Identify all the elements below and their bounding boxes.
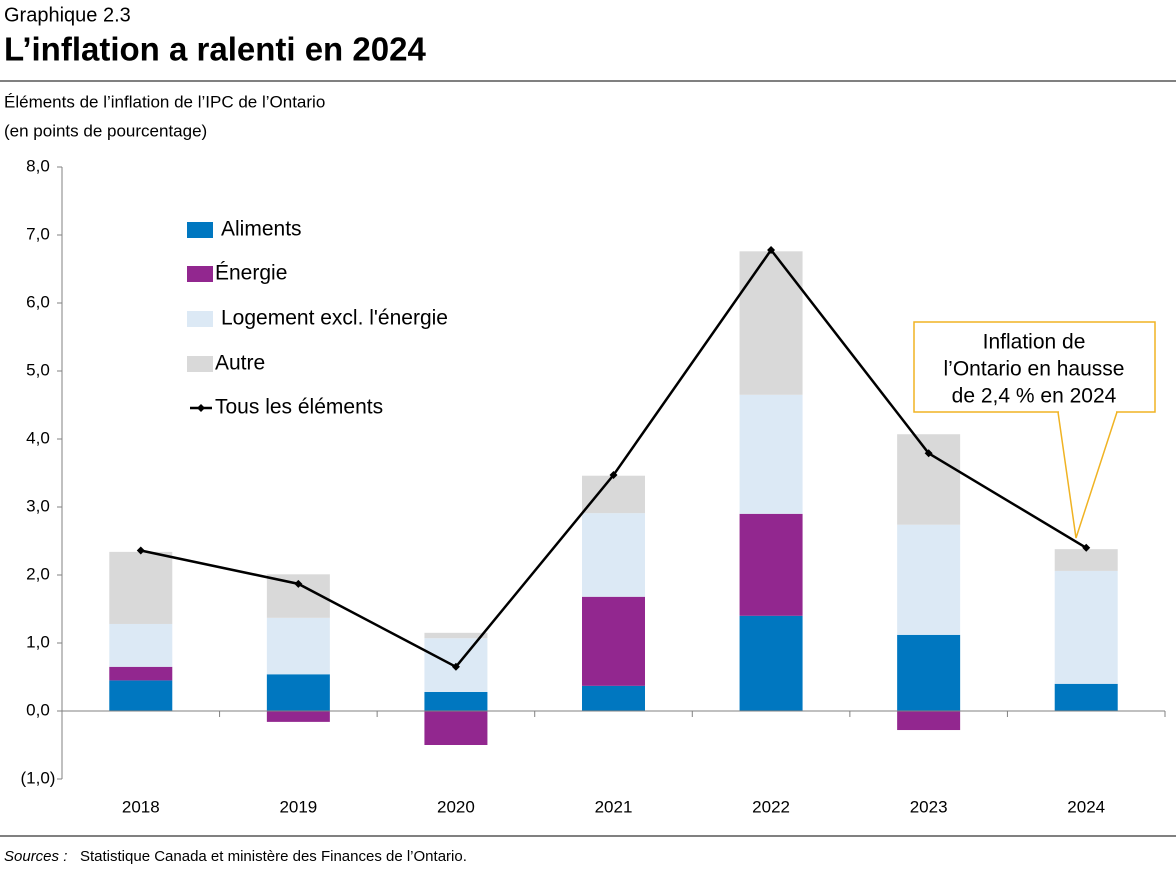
bar xyxy=(1054,549,1118,571)
callout-box xyxy=(913,321,1156,413)
annotation: de 2,4 % en 2024 xyxy=(952,385,1117,408)
bar xyxy=(582,513,645,597)
bar xyxy=(109,666,173,681)
line-marker xyxy=(294,579,303,588)
bar xyxy=(424,691,488,711)
x-tick-label: 2023 xyxy=(910,797,948,816)
line-marker xyxy=(924,449,933,458)
bar xyxy=(739,615,803,711)
x-tick-label: 2019 xyxy=(279,797,317,816)
line-marker xyxy=(767,245,776,254)
bar xyxy=(582,685,645,711)
y-tick-label: 3,0 xyxy=(26,496,50,515)
legend-swatch xyxy=(187,356,213,372)
bar xyxy=(897,524,961,635)
bar xyxy=(1054,570,1118,684)
bar xyxy=(582,475,645,514)
x-tick-label: 2021 xyxy=(595,797,633,816)
y-tick-label: (1,0) xyxy=(21,768,56,787)
y-tick-label: 1,0 xyxy=(26,632,50,651)
subtitle: (en points de pourcentage) xyxy=(4,121,207,140)
line-marker xyxy=(1082,543,1091,552)
bar xyxy=(424,632,488,639)
y-tick-label: 8,0 xyxy=(26,156,50,175)
legend-label: Logement excl. l'énergie xyxy=(221,307,448,330)
y-tick-label: 6,0 xyxy=(26,292,50,311)
line-marker xyxy=(609,471,618,480)
legend-label: Aliments xyxy=(221,218,302,241)
line-marker xyxy=(451,662,460,671)
annotation: Inflation de xyxy=(983,331,1086,354)
annotation: l’Ontario en hausse xyxy=(944,358,1125,381)
bar xyxy=(109,551,173,624)
bar xyxy=(1054,683,1118,711)
legend-label: Autre xyxy=(215,352,265,375)
x-tick-label: 2018 xyxy=(122,797,160,816)
y-tick-label: 7,0 xyxy=(26,224,50,243)
legend-marker xyxy=(197,404,205,412)
legend-label: Tous les éléments xyxy=(215,396,383,419)
x-tick-label: 2022 xyxy=(752,797,790,816)
bar xyxy=(109,623,173,667)
bar xyxy=(739,251,803,395)
x-tick-label: 2024 xyxy=(1067,797,1105,816)
subtitle: Éléments de l’inflation de l’IPC de l’On… xyxy=(4,92,325,111)
x-tick-label: 2020 xyxy=(437,797,475,816)
source-text: Statistique Canada et ministère des Fina… xyxy=(80,848,467,865)
y-tick-label: 5,0 xyxy=(26,360,50,379)
bar xyxy=(897,711,961,731)
legend-swatch xyxy=(187,266,213,282)
bar xyxy=(266,617,330,675)
y-tick-label: 4,0 xyxy=(26,428,50,447)
bar xyxy=(897,634,961,711)
bar xyxy=(109,680,173,711)
legend-swatch xyxy=(187,311,213,327)
bar xyxy=(739,513,803,616)
line-marker xyxy=(136,546,145,555)
bar xyxy=(739,394,803,514)
y-tick-label: 2,0 xyxy=(26,564,50,583)
plot: (1,0) 0,0 1,0 2,0 3,0 4,0 5,0 6,0 7,0 8,0 2018 2019… xyxy=(21,156,1166,816)
bar xyxy=(266,711,330,722)
bar xyxy=(266,674,330,711)
bar xyxy=(424,711,488,745)
bar xyxy=(897,434,961,525)
chart-label: Graphique 2.3 xyxy=(4,4,131,26)
y-tick-label: 0,0 xyxy=(26,700,50,719)
callout-pointer xyxy=(1057,411,1118,539)
legend-swatch xyxy=(187,222,213,238)
legend-label: Énergie xyxy=(215,262,287,285)
bar xyxy=(582,596,645,686)
source-label: Sources : xyxy=(4,848,67,865)
chart-title: L’inflation a ralenti en 2024 xyxy=(4,31,426,68)
